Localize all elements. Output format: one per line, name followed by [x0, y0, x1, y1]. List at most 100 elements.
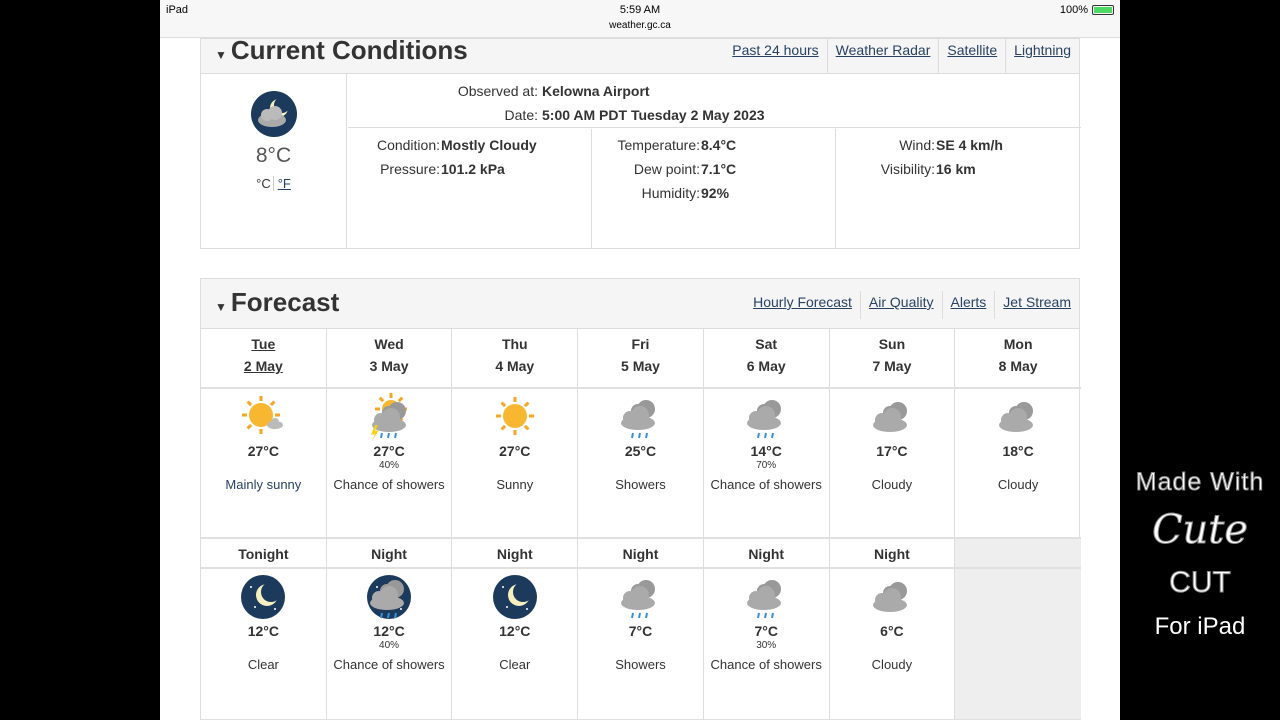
rain-icon — [747, 400, 782, 439]
url-bar[interactable]: weather.gc.ca — [609, 20, 671, 31]
day-header: Fri 5 May — [578, 329, 704, 389]
watermark-for-ipad: For iPad — [1154, 613, 1246, 640]
pressure-value: 101.2 kPa — [441, 161, 505, 177]
day-date: 5 May — [621, 358, 660, 374]
pop — [578, 639, 703, 653]
visibility-value: 16 km — [936, 161, 976, 177]
clock: 5:59 AM — [619, 4, 661, 16]
night-forecast[interactable]: 12°C Clear — [452, 569, 579, 720]
collapse-triangle-icon: ▼ — [215, 300, 227, 314]
forecast-title[interactable]: ▼ Forecast — [215, 287, 340, 317]
sun-cloud-icon — [242, 396, 284, 434]
sun-storm-icon — [371, 393, 408, 441]
fahrenheit-link[interactable]: °F — [272, 176, 291, 191]
link-past-24-hours[interactable]: Past 24 hours — [732, 42, 819, 58]
day-date: 6 May — [746, 358, 786, 374]
day-header: Mon 8 May — [955, 329, 1081, 389]
day-forecast[interactable]: 14°C 70% Chance of showers — [703, 389, 830, 539]
current-summary: 8°C °C °F — [201, 74, 347, 249]
link-lightning[interactable]: Lightning — [1005, 39, 1079, 73]
day-temp: 25°C — [624, 443, 657, 459]
night-label: Night — [622, 546, 659, 562]
moon-cloud-icon — [250, 91, 297, 137]
day-summary: Mainly sunny — [225, 477, 302, 492]
day-summary: Chance of showers — [333, 477, 445, 492]
link-weather-radar[interactable]: Weather Radar — [826, 39, 939, 73]
pop — [452, 639, 577, 653]
day-forecast[interactable]: 17°C Cloudy — [829, 389, 956, 539]
moon-icon — [241, 575, 286, 619]
forecast-header: ▼ Forecast Hourly Forecast Air Quality Aler… — [201, 279, 1079, 329]
night-temp: 7°C — [628, 623, 653, 639]
observed-date: 5:00 AM PDT Tuesday 2 May 2023 — [542, 107, 765, 123]
sun-icon — [495, 397, 534, 435]
watermark-made-with: Made With — [1135, 468, 1265, 496]
day-header: Wed 3 May — [326, 329, 453, 389]
day-forecast[interactable]: 27°C 40% Chance of showers — [326, 389, 453, 539]
pop — [452, 459, 577, 473]
day-temp: 27°C — [499, 443, 531, 459]
battery-icon — [1092, 5, 1114, 15]
status-bar: iPad 5:59 AM weather.gc.ca 100% — [160, 0, 1120, 38]
condition-value: Mostly Cloudy — [441, 137, 537, 153]
night-summary: Clear — [499, 657, 531, 672]
battery-status: 100% — [1060, 4, 1114, 16]
link-satellite[interactable]: Satellite — [938, 39, 1005, 73]
night-forecast[interactable]: 7°C Showers — [578, 569, 704, 720]
moon-rain-icon — [367, 575, 412, 619]
browser-screen: iPad 5:59 AM weather.gc.ca 100% ▼ Current… — [160, 0, 1120, 720]
night-header: Night — [703, 539, 830, 569]
temperature-label: Temperature: — [617, 137, 700, 153]
night-temp: 6°C — [880, 623, 904, 639]
day-date: 7 May — [872, 358, 912, 374]
night-header: Night — [452, 539, 579, 569]
link-alerts[interactable]: Alerts — [941, 291, 995, 319]
night-header: Night — [578, 539, 704, 569]
day-forecast[interactable]: 18°C Cloudy — [955, 389, 1081, 539]
night-forecast[interactable]: 12°C Clear — [201, 569, 327, 720]
day-forecast[interactable]: 27°C Mainly sunny — [201, 389, 327, 539]
day-forecast[interactable]: 27°C Sunny — [452, 389, 579, 539]
link-hourly-forecast[interactable]: Hourly Forecast — [753, 294, 852, 310]
night-summary: Chance of showers — [710, 657, 822, 672]
day-header: Sat 6 May — [703, 329, 830, 389]
day-name: Fri — [631, 336, 650, 352]
humidity-value: 92% — [701, 185, 730, 201]
collapse-triangle-icon: ▼ — [215, 48, 227, 62]
celsius-toggle[interactable]: °C — [256, 176, 271, 191]
temperature-value: 8.4°C — [701, 137, 737, 153]
current-conditions-title[interactable]: ▼ Current Conditions — [215, 35, 468, 65]
night-forecast[interactable]: 7°C 30% Chance of showers — [703, 569, 830, 720]
humidity-label: Humidity: — [641, 185, 700, 201]
observed-station: Kelowna Airport — [542, 83, 650, 99]
pop: 70% — [756, 460, 777, 471]
day-forecast[interactable]: 25°C Showers — [578, 389, 704, 539]
device-label: iPad — [166, 4, 189, 16]
day-name: Sat — [755, 336, 778, 352]
day-summary: Showers — [615, 477, 666, 492]
day-header[interactable]: Tue 2 May — [201, 329, 327, 389]
day-temp: 18°C — [1002, 443, 1034, 459]
pop — [955, 459, 1081, 473]
pop — [201, 459, 326, 473]
night-label: Night — [496, 546, 533, 562]
night-header: Tonight — [201, 539, 327, 569]
day-summary: Cloudy — [871, 477, 913, 492]
rain-icon — [621, 400, 656, 439]
wind-label: Wind: — [899, 137, 935, 153]
pop — [830, 459, 955, 473]
night-header: Night — [829, 539, 956, 569]
day-temp: 17°C — [876, 443, 908, 459]
cloud-icon — [872, 582, 907, 612]
day-name: Tue — [251, 336, 276, 352]
night-forecast[interactable]: 12°C 40% Chance of showers — [326, 569, 453, 720]
day-date: 3 May — [369, 358, 409, 374]
day-date: 2 May — [243, 358, 283, 374]
link-air-quality[interactable]: Air Quality — [859, 291, 942, 319]
night-label: Tonight — [238, 546, 289, 562]
night-forecast[interactable]: 6°C Cloudy — [829, 569, 956, 720]
link-jet-stream[interactable]: Jet Stream — [994, 291, 1079, 319]
watermark-cut: CUT — [1169, 566, 1232, 599]
cloud-icon — [872, 402, 907, 432]
pop — [201, 639, 326, 653]
